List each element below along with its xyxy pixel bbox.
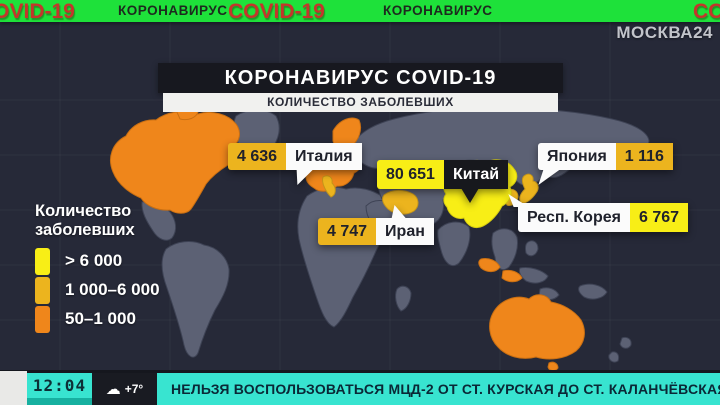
footer-accent-block	[0, 371, 27, 405]
map-region-iran	[382, 189, 419, 215]
page-subtitle: КОЛИЧЕСТВО ЗАБОЛЕВШИХ	[163, 93, 558, 112]
map-region-indochina	[491, 228, 518, 271]
ticker-item-coronavirus: КОРОНАВИРУС	[118, 3, 228, 18]
legend-title-line1: Количество	[35, 202, 132, 220]
callout-italy-name: Италия	[286, 143, 362, 170]
legend-title: Количество заболевших	[35, 202, 160, 240]
map-region-philippines	[524, 240, 539, 257]
map-region-new-zealand	[608, 336, 632, 363]
legend-label: > 6 000	[65, 251, 123, 271]
cloud-icon: ☁	[105, 380, 121, 398]
callout-japan-name: Япония	[538, 143, 616, 170]
map-region-japan	[519, 173, 539, 204]
callout-south-korea: Респ. Корея 6 767	[508, 194, 689, 232]
map-legend: Количество заболевших > 6 000 1 000–6 00…	[35, 202, 160, 334]
callout-korea-name: Респ. Корея	[518, 203, 630, 232]
legend-title-line2: заболевших	[35, 220, 135, 239]
callout-korea-value: 6 767	[629, 203, 689, 232]
legend-row-1000-6000: 1 000–6 000	[35, 276, 160, 305]
map-region-madagascar	[395, 285, 412, 312]
map-region-malaysia	[478, 258, 501, 273]
callout-italy-value: 4 636	[228, 143, 287, 170]
map-region-south-america	[161, 241, 230, 358]
callout-japan: Япония 1 116	[534, 143, 673, 185]
callout-china-value: 80 651	[377, 160, 444, 189]
legend-swatch-amber	[35, 276, 50, 304]
ticker-item-covid: COVID-19	[228, 0, 325, 23]
map-region-tasmania	[547, 361, 559, 370]
clock-block: 12:04	[27, 373, 92, 405]
legend-label: 50–1 000	[65, 309, 136, 329]
channel-logo: МОСКВА24	[616, 23, 713, 42]
callout-tail	[388, 205, 407, 219]
map-region-italy	[322, 175, 336, 198]
ticker-item-covid: COVID-19	[693, 0, 720, 23]
weather-temperature: +7°	[124, 382, 144, 396]
lower-third-bar: 12:04 ☁ +7° НЕЛЬЗЯ ВОСПОЛЬЗОВАТЬСЯ МЦД-2…	[0, 370, 720, 405]
map-region-new-guinea	[578, 283, 608, 300]
legend-row-50-1000: 50–1 000	[35, 305, 160, 334]
map-region-australia	[489, 294, 585, 360]
page-title: КОРОНАВИРУС COVID-19	[158, 63, 563, 93]
news-ticker: НЕЛЬЗЯ ВОСПОЛЬЗОВАТЬСЯ МЦД-2 ОТ СТ. КУРС…	[157, 373, 720, 405]
legend-swatch-orange	[35, 305, 50, 333]
callout-iran: 4 747 Иран	[318, 205, 434, 245]
callout-iran-value: 4 747	[318, 218, 377, 245]
legend-row-over-6000: > 6 000	[35, 247, 160, 276]
weather-block: ☁ +7°	[92, 373, 157, 405]
legend-label: 1 000–6 000	[65, 280, 160, 300]
map-region-indonesia-west	[501, 269, 523, 283]
callout-tail	[461, 188, 479, 203]
ticker-item-covid: COVID-19	[0, 0, 75, 23]
ticker-item-coronavirus: КОРОНАВИРУС	[383, 3, 493, 18]
map-region-indonesia	[518, 267, 549, 284]
clock-time: 12:04	[32, 376, 87, 395]
callout-iran-name: Иран	[376, 218, 434, 245]
callout-italy: 4 636 Италия	[228, 143, 362, 185]
legend-swatch-yellow	[35, 247, 50, 275]
top-ticker-bar: COVID-19 КОРОНАВИРУС COVID-19 КОРОНАВИРУ…	[0, 0, 720, 22]
callout-japan-value: 1 116	[615, 143, 673, 170]
callout-china-name: Китай	[443, 160, 509, 189]
map-region-india	[437, 221, 471, 267]
clock-progress-strip	[27, 398, 92, 405]
callout-china: 80 651 Китай	[377, 160, 509, 203]
